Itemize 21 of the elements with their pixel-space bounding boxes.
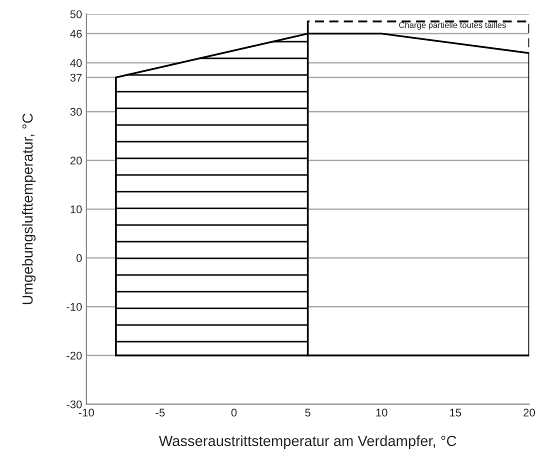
x-tick-label: 15	[450, 408, 462, 417]
x-tick-label: 0	[231, 408, 237, 417]
x-tick-label: 20	[524, 408, 535, 417]
y-tick-label: 50	[70, 10, 82, 18]
x-tick-label: -5	[156, 408, 165, 417]
y-tick-label: -20	[66, 352, 82, 360]
y-tick-label: -10	[66, 302, 82, 311]
y-tick-label: 46	[70, 30, 82, 38]
y-tick-label: 0	[76, 254, 82, 262]
y-tick-label: 10	[70, 205, 82, 214]
x-tick-label: -10	[78, 408, 94, 417]
x-tick-label: 10	[376, 408, 388, 417]
y-tick-label: 20	[70, 156, 82, 165]
y-tick-label: -30	[66, 400, 82, 408]
x-tick-label: 5	[305, 408, 310, 417]
y-tick-label: 30	[70, 108, 82, 116]
annotation: Charge partielle toutes tailles	[399, 22, 506, 30]
y-axis-title: Umgebungslufttemperatur, °C	[22, 114, 36, 304]
x-axis-title: Wasseraustrittstemperatur am Verdampfer, °C	[158, 435, 456, 449]
y-tick-label: 40	[70, 59, 82, 67]
y-tick-label: 37	[70, 74, 82, 82]
